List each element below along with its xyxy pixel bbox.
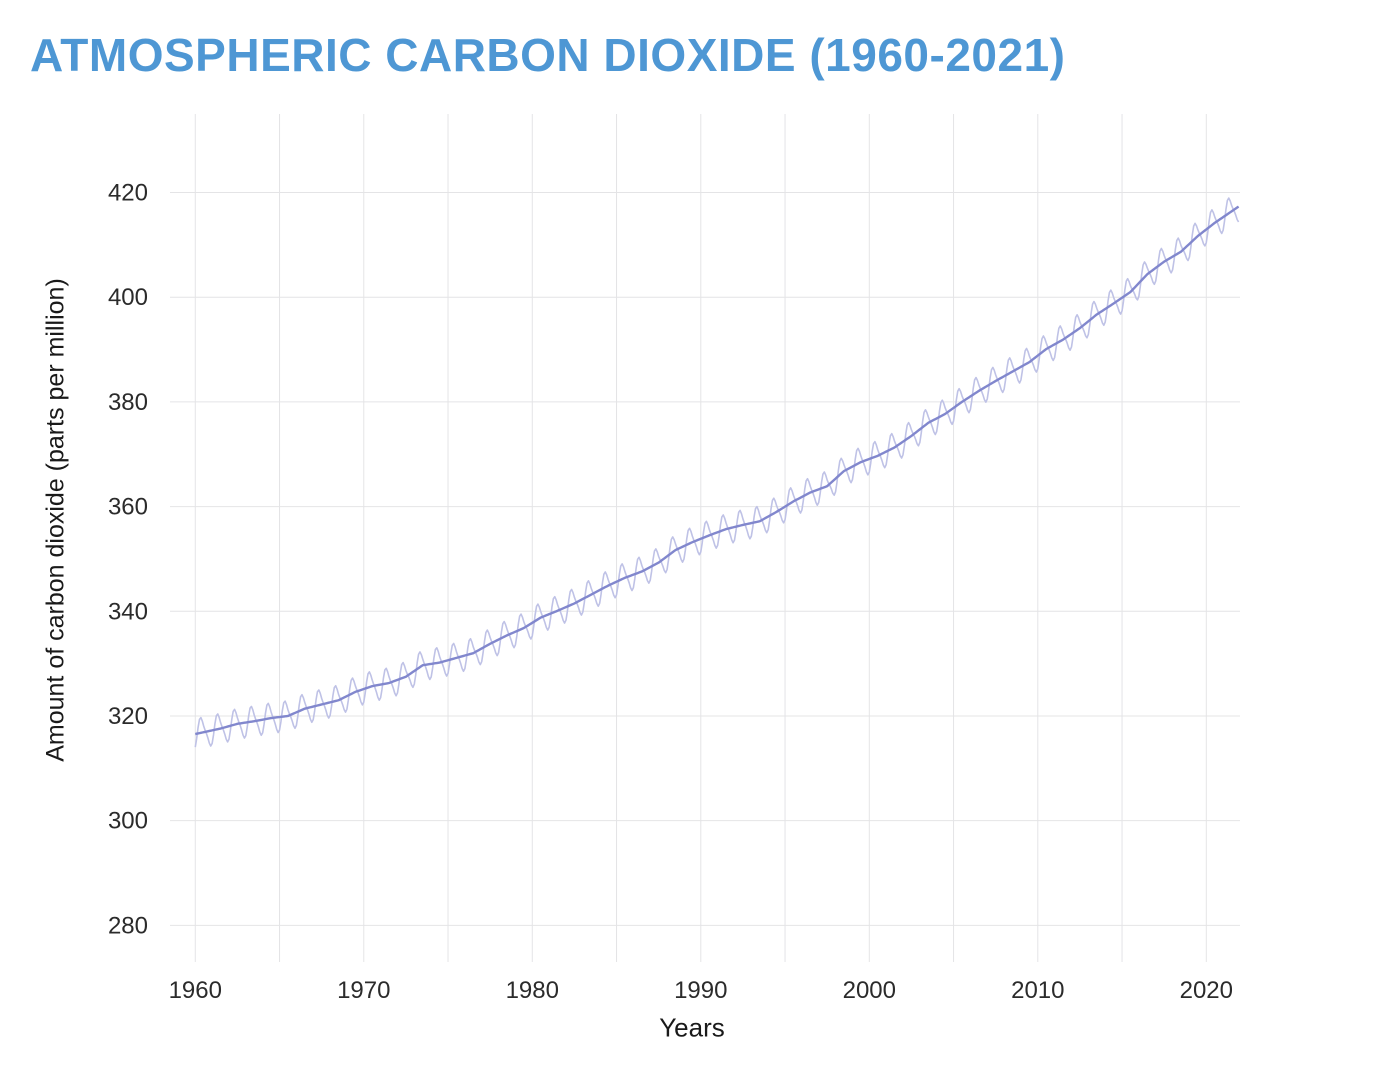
y-tick-label: 300: [108, 808, 148, 835]
annual-trend-line: [195, 205, 1240, 736]
y-tick-label: 360: [108, 494, 148, 521]
y-tick-label: 400: [108, 284, 148, 311]
x-tick-label: 1980: [506, 977, 559, 1004]
x-tick-label: 2020: [1180, 977, 1233, 1004]
x-axis-label: Years: [659, 1012, 725, 1043]
y-tick-label: 380: [108, 389, 148, 416]
x-tick-label: 1970: [337, 977, 390, 1004]
y-tick-label: 340: [108, 598, 148, 625]
chart-title: ATMOSPHERIC CARBON DIOXIDE (1960-2021): [30, 29, 1066, 81]
x-tick-label: 2010: [1011, 977, 1064, 1004]
co2-line-chart: 280 300 320 340 360 380 400 420 1960 1970 1980 1990…: [108, 114, 1240, 1004]
x-tick-label: 1960: [169, 977, 222, 1004]
seasonal-co2-line: [194, 197, 1240, 748]
y-tick-label: 320: [108, 703, 148, 730]
x-tick-label: 1990: [674, 977, 727, 1004]
x-tick-label: 2000: [843, 977, 896, 1004]
y-tick-label: 280: [108, 912, 148, 939]
y-tick-label: 420: [108, 180, 148, 207]
